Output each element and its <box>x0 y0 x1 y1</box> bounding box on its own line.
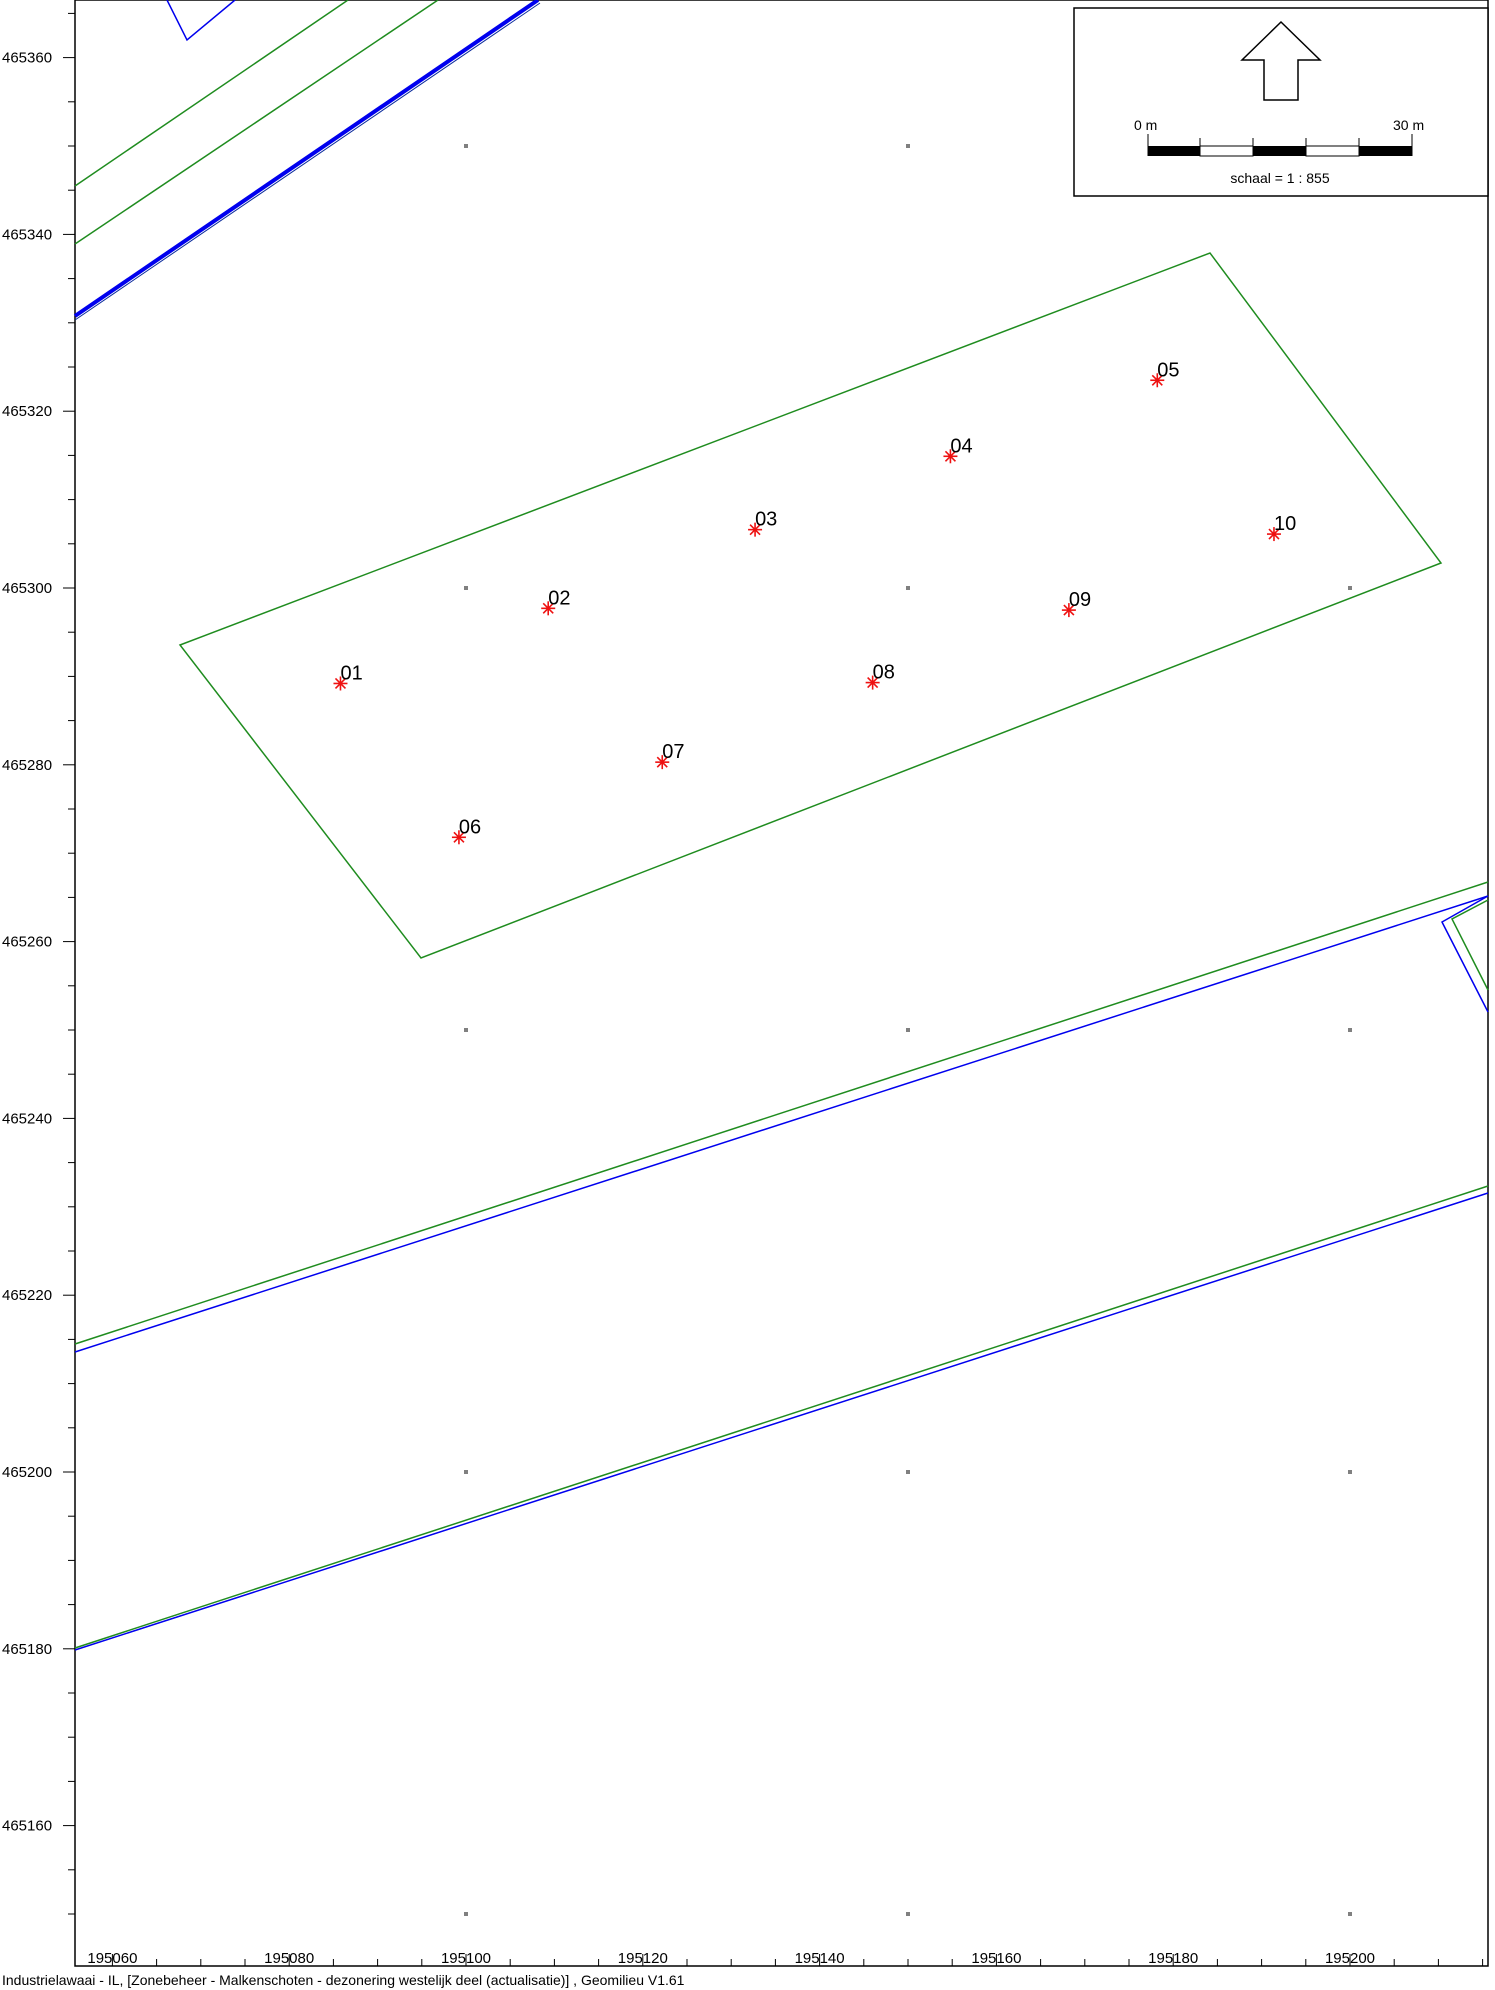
y-tick-label: 465220 <box>2 1287 52 1304</box>
zone-line <box>74 0 439 245</box>
road-corner-line <box>1441 895 1489 1013</box>
road-lines-lower <box>74 881 1489 1651</box>
y-tick-label: 465360 <box>2 50 52 67</box>
measurement-point-06 <box>451 830 466 845</box>
x-tick-label: 195140 <box>795 1950 845 1967</box>
road-line-thick-edge <box>74 2 541 321</box>
road-line <box>74 1192 1489 1651</box>
point-label: 05 <box>1157 359 1179 381</box>
point-label: 04 <box>950 435 972 457</box>
measurement-point-01 <box>333 676 348 691</box>
asterisk-stroke <box>867 677 879 689</box>
map-frame <box>74 0 1489 1967</box>
point-label: 02 <box>548 587 570 609</box>
north-arrow-icon <box>1240 20 1322 101</box>
point-label: 01 <box>340 662 362 684</box>
y-tick-label: 465260 <box>2 934 52 951</box>
zone-line <box>74 1185 1489 1649</box>
footer-caption: Industrielawaai - IL, [Zonebeheer - Malk… <box>2 1972 685 1988</box>
scale-start-label: 0 m <box>1134 117 1157 133</box>
measurement-point-03 <box>748 522 763 537</box>
x-tick-label: 195180 <box>1148 1950 1198 1967</box>
x-tick-label: 195100 <box>441 1950 491 1967</box>
x-tick-label: 195200 <box>1325 1950 1375 1967</box>
top-left-lines <box>73 0 541 321</box>
measurement-point-05 <box>1150 373 1165 388</box>
zone-line <box>74 881 1489 1345</box>
asterisk-stroke <box>1151 374 1163 386</box>
y-axis: 465360 465340 465320 465300 465280 465260 4652… <box>2 12 75 1915</box>
asterisk-stroke <box>944 450 956 462</box>
x-tick-label: 195080 <box>264 1950 314 1967</box>
asterisk-stroke <box>334 677 347 690</box>
y-tick-label: 465320 <box>2 403 52 420</box>
y-tick-label: 465280 <box>2 757 52 774</box>
measurement-points: 01 02 03 04 05 06 07 08 09 10 <box>333 359 1296 845</box>
x-axis: 195060 195080 195100 195120 195140 195160 1951… <box>87 1950 1484 1967</box>
measurement-point-09 <box>1061 603 1076 618</box>
road-corner-line <box>166 0 236 42</box>
asterisk-stroke <box>656 756 668 768</box>
asterisk-stroke <box>749 524 761 536</box>
point-label: 07 <box>662 741 684 763</box>
point-label: 09 <box>1069 589 1091 611</box>
grid-dots <box>464 144 1352 1916</box>
scale-ratio-text: schaal = 1 : 855 <box>1230 170 1329 186</box>
y-tick-label: 465180 <box>2 1641 52 1658</box>
point-label: 10 <box>1274 513 1296 535</box>
asterisk-stroke <box>1063 604 1075 616</box>
measurement-point-02 <box>541 601 556 616</box>
measurement-point-04 <box>943 449 958 464</box>
y-tick-label: 465200 <box>2 1464 52 1481</box>
point-label: 06 <box>459 816 481 838</box>
point-label: 03 <box>755 509 777 531</box>
y-tick-label: 465300 <box>2 580 52 597</box>
y-tick-label: 465240 <box>2 1110 52 1127</box>
x-tick-label: 195160 <box>971 1950 1021 1967</box>
road-line-thick <box>73 0 540 318</box>
industrial-zone-boundary <box>178 252 1443 959</box>
road-line <box>74 895 1489 1353</box>
zone-line <box>74 0 349 187</box>
legend-box: 0 m 30 m schaal = 1 : 855 <box>1073 7 1489 197</box>
x-tick-label: 195060 <box>87 1950 137 1967</box>
scale-end-label: 30 m <box>1393 117 1424 133</box>
y-tick-label: 465340 <box>2 226 52 243</box>
zone-corner-line <box>1450 899 1489 991</box>
asterisk-stroke <box>1268 528 1280 540</box>
x-tick-label: 195120 <box>618 1950 668 1967</box>
asterisk-stroke <box>542 602 554 614</box>
point-label: 08 <box>873 662 895 684</box>
measurement-point-10 <box>1266 527 1281 542</box>
scale-bar <box>1147 134 1413 157</box>
measurement-point-08 <box>865 675 880 690</box>
asterisk-stroke <box>453 831 465 843</box>
y-tick-label: 465160 <box>2 1818 52 1835</box>
measurement-point-07 <box>655 755 670 770</box>
